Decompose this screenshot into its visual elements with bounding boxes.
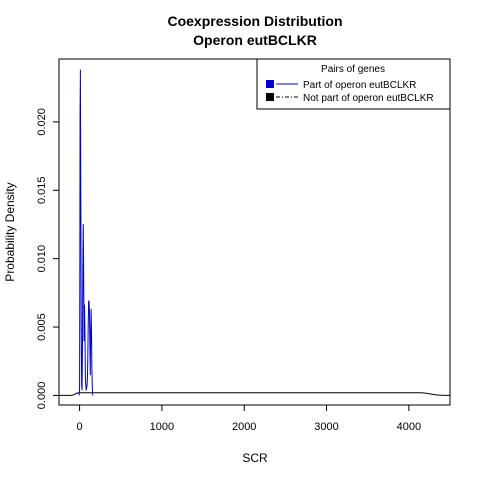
x-tick-label-2: 2000 xyxy=(232,421,256,433)
legend-title: Pairs of genes xyxy=(321,64,385,75)
y-axis-label: Probability Density xyxy=(3,182,17,281)
chart-subtitle: Operon eutBCLKR xyxy=(193,32,317,48)
plot-frame xyxy=(58,58,451,406)
legend-label-operon: Part of operon eutBCLKR xyxy=(303,80,416,91)
chart-title: Coexpression Distribution xyxy=(167,13,342,29)
x-tick-label-0: 0 xyxy=(77,421,83,433)
y-tick-label-0: 0.000 xyxy=(36,382,48,410)
legend-swatch-non-operon xyxy=(266,93,274,101)
y-tick-label-1: 0.005 xyxy=(36,313,48,341)
series-line-non-operon xyxy=(59,392,450,396)
x-tick-label-3: 3000 xyxy=(314,421,338,433)
x-tick-label-1: 1000 xyxy=(150,421,174,433)
series-line-operon xyxy=(78,69,94,396)
y-tick-label-4: 0.020 xyxy=(36,108,48,136)
x-tick-label-4: 4000 xyxy=(397,421,421,433)
x-axis-label: SCR xyxy=(242,451,268,465)
y-tick-label-2: 0.010 xyxy=(36,245,48,273)
legend: Pairs of genes Part of operon eutBCLKR N… xyxy=(256,58,451,110)
legend-swatch-operon xyxy=(266,80,274,88)
legend-label-non-operon: Not part of operon eutBCLKR xyxy=(303,93,434,104)
y-tick-label-3: 0.015 xyxy=(36,177,48,205)
plot-area: 0 1000 2000 3000 4000 0.000 0.005 0.010 0.015 0.0… xyxy=(36,69,450,433)
